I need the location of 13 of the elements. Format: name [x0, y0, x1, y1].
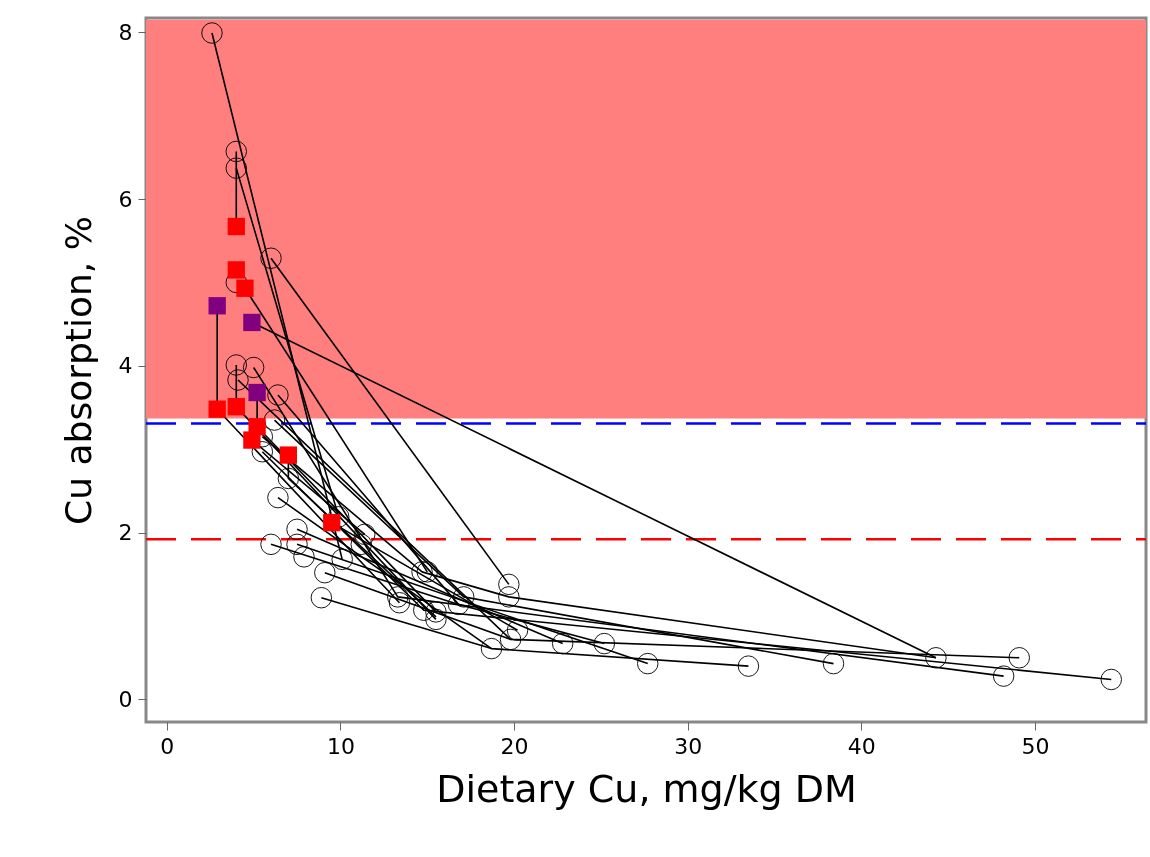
x-tick-label: 50	[1021, 733, 1050, 759]
x-tick-label: 0	[160, 733, 175, 759]
x-tick-label: 30	[674, 733, 703, 759]
y-tick-label: 4	[118, 353, 133, 379]
y-axis-title: Cu absorption, %	[57, 216, 99, 525]
y-tick-label: 2	[118, 520, 133, 546]
x-axis-title: Dietary Cu, mg/kg DM	[436, 766, 857, 811]
y-tick-label: 6	[118, 186, 133, 212]
x-tick-label: 40	[847, 733, 876, 759]
y-tick-label: 8	[118, 19, 133, 45]
x-tick-label: 10	[326, 733, 355, 759]
x-tick-label: 20	[500, 733, 529, 759]
y-tick-label: 0	[118, 686, 133, 712]
